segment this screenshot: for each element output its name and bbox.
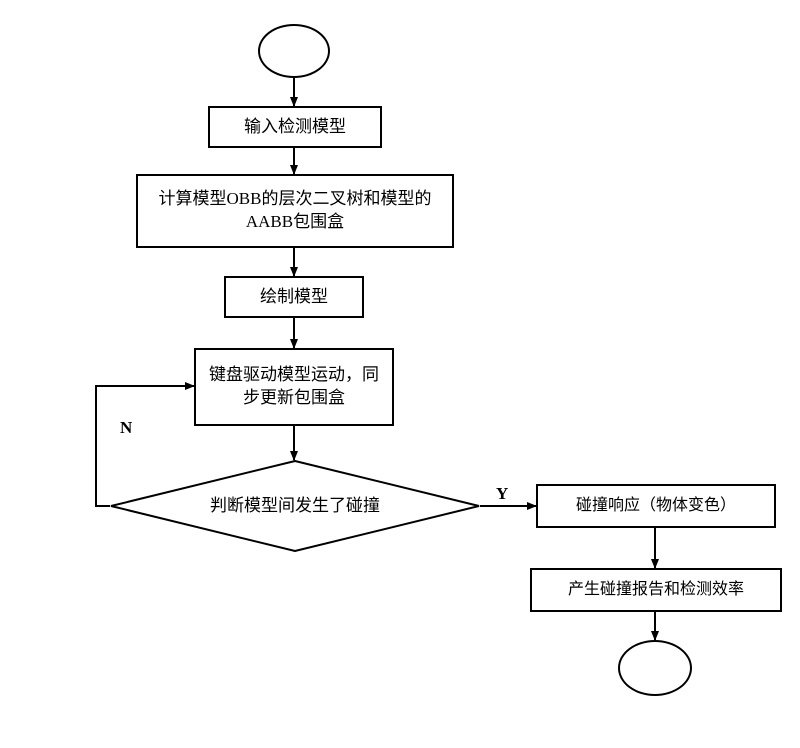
process-label: 碰撞响应（物体变色） [576,495,736,517]
process-label: 产生碰撞报告和检测效率 [568,579,744,601]
process-render-model: 绘制模型 [224,276,364,318]
process-label: 绘制模型 [260,286,328,309]
process-keyboard-drive: 键盘驱动模型运动，同步更新包围盒 [194,348,394,426]
end-terminator [618,640,692,696]
process-input-model: 输入检测模型 [208,106,382,148]
process-label: 计算模型OBB的层次二叉树和模型的AABB包围盒 [148,188,442,234]
process-collision-response: 碰撞响应（物体变色） [536,484,776,528]
start-terminator [258,24,330,78]
decision-label: 判断模型间发生了碰撞 [210,495,380,517]
edge-label-no: N [120,418,132,438]
process-compute-obb-aabb: 计算模型OBB的层次二叉树和模型的AABB包围盒 [136,174,454,248]
process-report: 产生碰撞报告和检测效率 [530,568,782,612]
decision-collision: 判断模型间发生了碰撞 [110,460,480,552]
process-label: 键盘驱动模型运动，同步更新包围盒 [206,364,382,410]
edges-layer [0,0,800,748]
edge-label-yes: Y [496,484,508,504]
process-label: 输入检测模型 [244,116,346,139]
